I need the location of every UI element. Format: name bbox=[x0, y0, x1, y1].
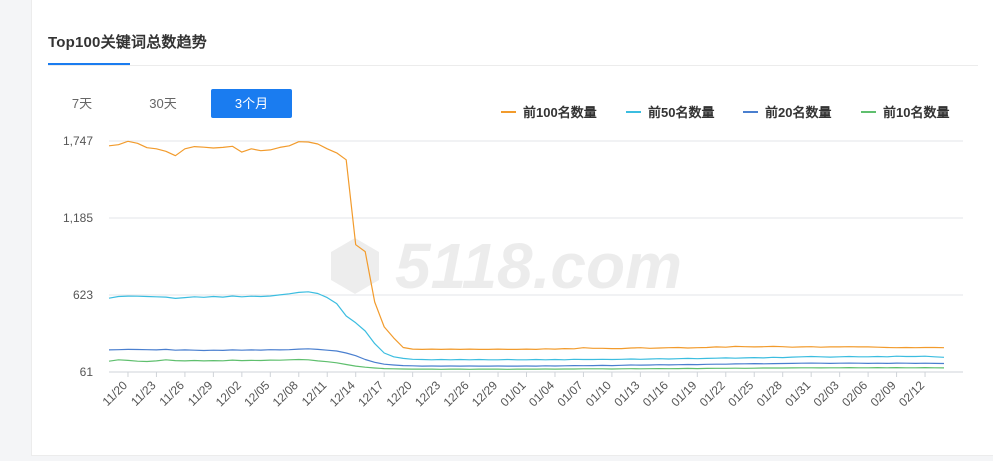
panel-title: Top100关键词总数趋势 bbox=[48, 34, 208, 51]
keyword-trend-panel: Top100关键词总数趋势 7天 30天 3个月 bbox=[31, 0, 993, 456]
x-tick-label: 01/16 bbox=[640, 378, 671, 409]
y-tick-label: 1,747 bbox=[63, 134, 93, 148]
legend-label[interactable]: 前100名数量 bbox=[523, 105, 597, 120]
watermark-5118-logo: 5118.com bbox=[331, 230, 682, 302]
legend-label[interactable]: 前20名数量 bbox=[765, 105, 831, 120]
series-line-3[interactable] bbox=[108, 348, 945, 367]
x-tick-label: 11/29 bbox=[185, 378, 216, 409]
series-line-2[interactable] bbox=[108, 291, 945, 361]
legend-label[interactable]: 前50名数量 bbox=[648, 105, 714, 120]
series-line-4[interactable] bbox=[108, 358, 945, 370]
x-tick-label: 12/08 bbox=[270, 378, 301, 409]
x-tick-label: 02/09 bbox=[868, 378, 899, 409]
title-active-underline bbox=[48, 63, 130, 65]
x-tick-label: 11/23 bbox=[128, 378, 159, 409]
x-tick-label: 12/11 bbox=[299, 378, 330, 409]
x-tick-label: 01/04 bbox=[526, 378, 557, 409]
x-tick-label: 01/07 bbox=[554, 378, 585, 409]
x-tick-label: 01/10 bbox=[583, 378, 614, 409]
x-tick-label: 01/31 bbox=[782, 378, 813, 409]
legend-label[interactable]: 前10名数量 bbox=[883, 105, 949, 120]
x-tick-label: 01/19 bbox=[668, 378, 699, 409]
range-tab-7d[interactable]: 7天 bbox=[71, 96, 93, 111]
y-tick-label: 61 bbox=[80, 365, 94, 379]
x-tick-label: 12/26 bbox=[441, 378, 472, 409]
x-tick-label: 02/06 bbox=[839, 378, 870, 409]
x-tick-label: 01/25 bbox=[725, 378, 756, 409]
x-tick-label: 01/22 bbox=[697, 378, 728, 409]
x-tick-label: 12/14 bbox=[327, 378, 358, 409]
range-tab-30d[interactable]: 30天 bbox=[149, 96, 177, 111]
x-tick-label: 02/12 bbox=[896, 378, 927, 409]
y-tick-label: 1,185 bbox=[63, 211, 93, 225]
x-tick-label: 02/03 bbox=[811, 378, 842, 409]
x-tick-label: 01/01 bbox=[497, 378, 528, 409]
x-tick-label: 12/02 bbox=[213, 378, 244, 409]
x-tick-label: 12/29 bbox=[469, 378, 500, 409]
svg-text:5118.com: 5118.com bbox=[395, 230, 682, 302]
x-tick-label: 01/13 bbox=[611, 378, 642, 409]
x-tick-label: 11/20 bbox=[100, 378, 131, 409]
x-tick-label: 11/26 bbox=[157, 378, 188, 409]
y-tick-label: 623 bbox=[73, 288, 93, 302]
x-tick-label: 12/05 bbox=[241, 378, 272, 409]
range-tab-3m[interactable]: 3个月 bbox=[211, 89, 292, 118]
x-tick-label: 12/23 bbox=[412, 378, 443, 409]
x-tick-label: 01/28 bbox=[754, 378, 785, 409]
x-tick-label: 12/17 bbox=[355, 378, 386, 409]
title-divider bbox=[48, 65, 978, 66]
x-tick-label: 12/20 bbox=[384, 378, 415, 409]
series-line-1[interactable] bbox=[108, 140, 945, 350]
